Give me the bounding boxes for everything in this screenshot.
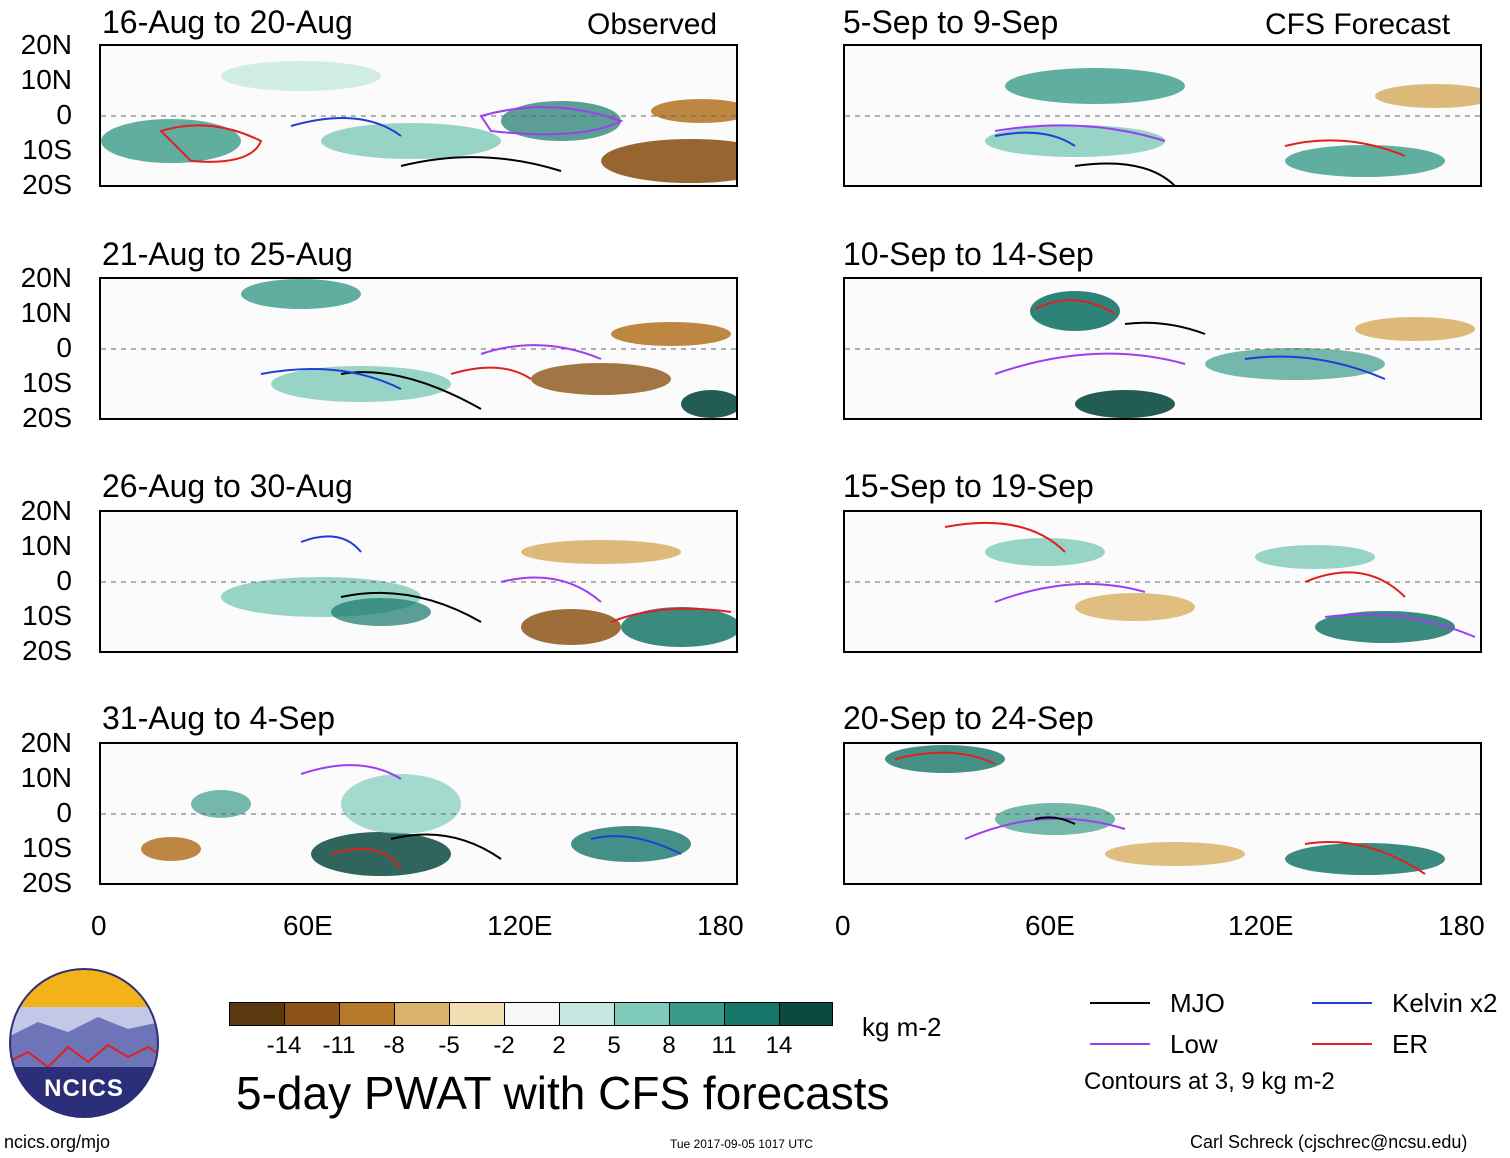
panel-title-obs-3: 26-Aug to 30-Aug xyxy=(102,468,353,504)
y-tick-label: 10N xyxy=(20,297,72,328)
map-panel-fc-4 xyxy=(843,742,1482,885)
y-tick-label: 0 xyxy=(56,332,72,363)
colorbar-label: 8 xyxy=(662,1032,676,1059)
y-tick-label: 10S xyxy=(22,832,72,863)
pwat-field xyxy=(101,535,736,647)
panel-title-obs-4: 31-Aug to 4-Sep xyxy=(102,700,336,736)
legend-line-kelvin xyxy=(1312,1002,1372,1004)
colorbar-label: 11 xyxy=(711,1032,737,1059)
pwat-field xyxy=(101,61,736,183)
legend-label-kelvin: Kelvin x2 xyxy=(1392,988,1498,1018)
y-tick-label: 20N xyxy=(20,262,72,293)
legend-line-mjo xyxy=(1090,1002,1150,1004)
panel-title-fc-2: 10-Sep to 14-Sep xyxy=(843,236,1094,272)
colorbar-swatch xyxy=(559,1002,615,1026)
footer-timestamp: Tue 2017-09-05 1017 UTC xyxy=(670,1137,813,1151)
colorbar-swatch xyxy=(504,1002,560,1026)
colorbar-label: -11 xyxy=(322,1032,356,1059)
colorbar-swatch xyxy=(614,1002,670,1026)
observed-label: Observed xyxy=(587,8,718,41)
y-tick-label: 20S xyxy=(22,402,72,433)
y-tick-label: 0 xyxy=(56,797,72,828)
pwat-field xyxy=(845,68,1480,185)
colorbar-swatch xyxy=(229,1002,285,1026)
footer-credit: Carl Schreck (cjschrec@ncsu.edu) xyxy=(1190,1132,1468,1152)
map-panel-fc-1 xyxy=(843,44,1482,187)
colorbar-label: 5 xyxy=(607,1032,621,1059)
panel-title-fc-1: 5-Sep to 9-Sep xyxy=(843,4,1059,40)
y-tick-label: 10N xyxy=(20,762,72,793)
colorbar-label: -5 xyxy=(438,1032,460,1059)
pwat-field xyxy=(845,291,1480,418)
legend-line-er xyxy=(1312,1043,1372,1045)
legend-label-low: Low xyxy=(1170,1029,1218,1059)
x-tick-label: 180 xyxy=(1438,910,1485,941)
colorbar-label: 14 xyxy=(765,1032,793,1059)
colorbar-label: -14 xyxy=(266,1032,302,1059)
x-tick-label: 0 xyxy=(91,910,107,941)
map-panel-fc-3 xyxy=(843,510,1482,653)
colorbar-swatch xyxy=(394,1002,450,1026)
y-tick-label: 10N xyxy=(20,64,72,95)
colorbar-swatch xyxy=(339,1002,395,1026)
pwat-field xyxy=(101,279,736,418)
footer-url[interactable]: ncics.org/mjo xyxy=(4,1132,111,1152)
legend-label-er: ER xyxy=(1392,1029,1429,1059)
y-tick-label: 0 xyxy=(56,99,72,130)
map-panel-obs-3 xyxy=(99,510,738,653)
x-tick-label: 0 xyxy=(835,910,851,941)
y-tick-label: 20N xyxy=(20,29,72,60)
panel-title-fc-4: 20-Sep to 24-Sep xyxy=(843,700,1094,736)
y-tick-label: 20S xyxy=(22,635,72,666)
y-tick-label: 20N xyxy=(20,727,72,758)
colorbar-label: -2 xyxy=(493,1032,515,1059)
main-title: 5-day PWAT with CFS forecasts xyxy=(236,1067,890,1119)
legend-label-mjo: MJO xyxy=(1170,988,1225,1018)
panel-title-obs-2: 21-Aug to 25-Aug xyxy=(102,236,353,272)
y-tick-label: 20S xyxy=(22,867,72,898)
x-tick-label: 60E xyxy=(1025,910,1075,941)
colorbar-swatch xyxy=(724,1002,780,1026)
colorbar-swatch xyxy=(779,1002,833,1026)
panel-title-fc-3: 15-Sep to 19-Sep xyxy=(843,468,1094,504)
y-tick-label: 10N xyxy=(20,530,72,561)
colorbar-swatch xyxy=(449,1002,505,1026)
panel-title-obs-1: 16-Aug to 20-Aug xyxy=(102,4,353,40)
legend-line-low xyxy=(1090,1043,1150,1045)
pwat-field xyxy=(845,521,1480,643)
y-tick-label: 10S xyxy=(22,134,72,165)
map-panel-obs-1 xyxy=(99,44,738,187)
y-tick-label: 10S xyxy=(22,367,72,398)
map-panel-obs-4 xyxy=(99,742,738,885)
colorbar-swatch xyxy=(284,1002,340,1026)
y-tick-label: 10S xyxy=(22,600,72,631)
pwat-field xyxy=(845,745,1480,875)
x-tick-label: 120E xyxy=(1228,910,1294,941)
y-tick-label: 20S xyxy=(22,169,72,200)
colorbar-swatch xyxy=(669,1002,725,1026)
colorbar-units: kg m-2 xyxy=(862,1012,942,1042)
colorbar-label: 2 xyxy=(552,1032,566,1059)
legend-note: Contours at 3, 9 kg m-2 xyxy=(1084,1068,1335,1095)
map-panel-fc-2 xyxy=(843,277,1482,420)
colorbar-label: -8 xyxy=(383,1032,405,1059)
logo-text: NCICS xyxy=(44,1075,124,1102)
y-tick-label: 20N xyxy=(20,495,72,526)
pwat-field xyxy=(101,764,736,876)
y-tick-label: 0 xyxy=(56,565,72,596)
ncics-logo: NCICS xyxy=(8,967,160,1119)
cfs-forecast-label: CFS Forecast xyxy=(1265,8,1451,41)
map-panel-obs-2 xyxy=(99,277,738,420)
x-tick-label: 120E xyxy=(487,910,553,941)
x-tick-label: 180 xyxy=(697,910,744,941)
x-tick-label: 60E xyxy=(283,910,333,941)
